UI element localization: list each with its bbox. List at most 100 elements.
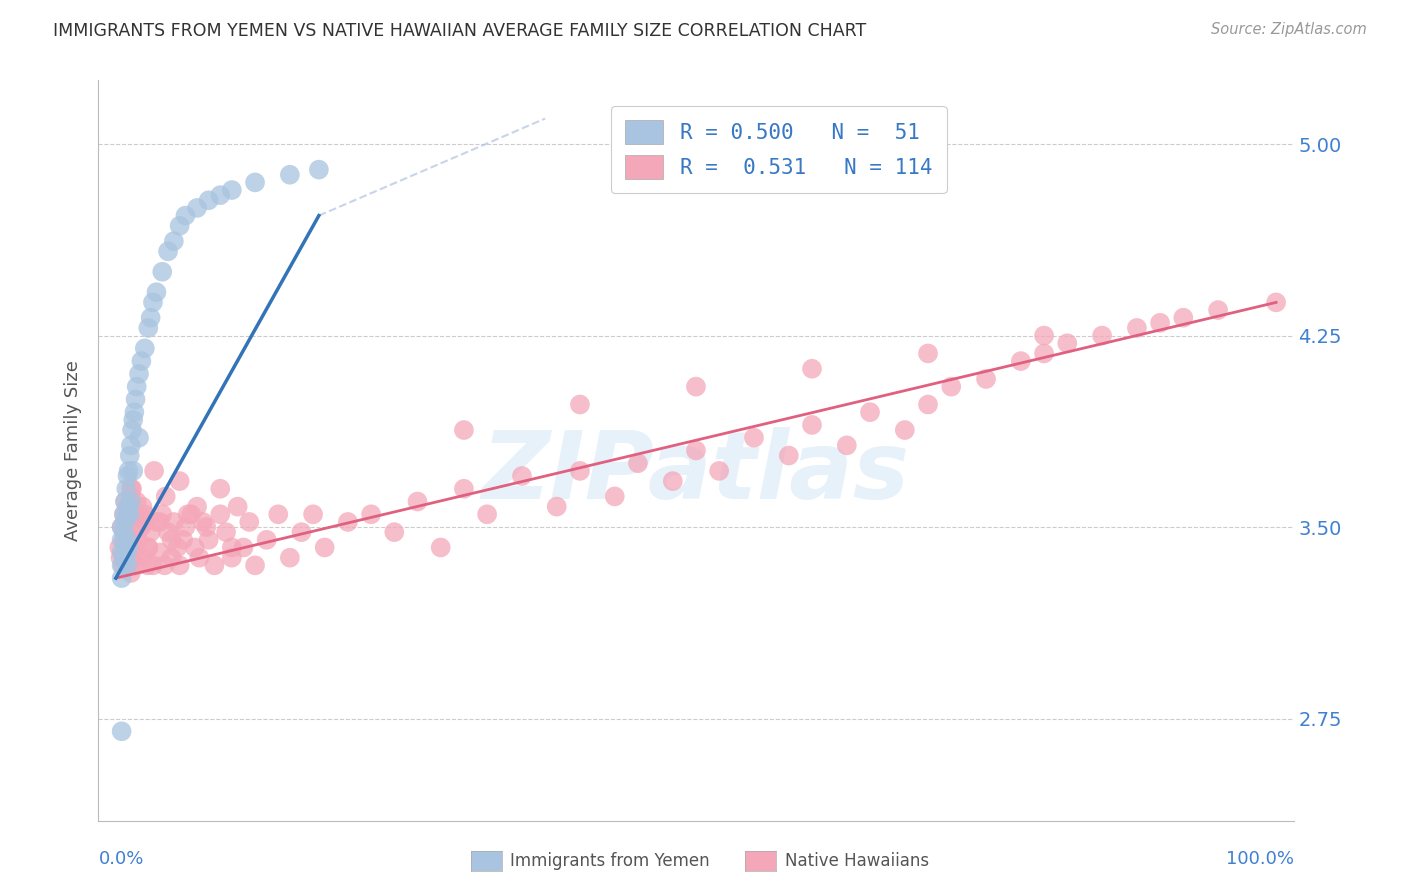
Point: [134, 508, 156, 522]
Point: [177, 508, 200, 522]
Point: [453, 482, 475, 496]
Text: Immigrants from Yemen: Immigrants from Yemen: [510, 852, 710, 870]
Point: [627, 456, 650, 470]
Point: [232, 541, 254, 555]
Point: [114, 515, 136, 529]
Point: [1091, 328, 1114, 343]
Point: [174, 209, 197, 223]
Point: [117, 515, 139, 529]
Y-axis label: Average Family Size: Average Family Size: [65, 360, 83, 541]
Point: [118, 508, 141, 522]
Point: [115, 550, 138, 565]
Text: 0.0%: 0.0%: [98, 850, 143, 868]
Point: [267, 508, 290, 522]
Point: [243, 558, 266, 573]
Point: [1265, 295, 1288, 310]
Point: [917, 397, 939, 411]
Point: [120, 494, 142, 508]
Point: [163, 515, 186, 529]
Point: [1173, 310, 1195, 325]
Point: [209, 508, 232, 522]
Point: [111, 533, 134, 547]
Point: [685, 379, 707, 393]
Point: [110, 550, 132, 565]
Point: [256, 533, 278, 547]
Point: [1206, 303, 1229, 318]
Point: [221, 550, 243, 565]
Point: [117, 500, 139, 514]
Point: [221, 541, 243, 555]
Point: [382, 525, 405, 540]
Point: [124, 508, 146, 522]
Point: [117, 533, 139, 547]
Point: [111, 724, 134, 739]
Point: [111, 558, 134, 573]
Point: [114, 541, 136, 555]
Point: [709, 464, 731, 478]
Text: ZIPatlas: ZIPatlas: [482, 426, 910, 518]
Point: [122, 550, 145, 565]
Point: [128, 431, 150, 445]
Point: [117, 558, 139, 573]
Point: [1033, 328, 1056, 343]
Point: [111, 520, 134, 534]
Point: [142, 558, 165, 573]
Point: [155, 490, 177, 504]
Point: [139, 310, 162, 325]
Point: [1033, 346, 1056, 360]
Point: [188, 550, 211, 565]
Point: [238, 515, 260, 529]
Point: [115, 525, 138, 540]
Point: [120, 490, 142, 504]
Point: [221, 183, 243, 197]
Point: [1056, 336, 1078, 351]
Point: [894, 423, 917, 437]
Point: [120, 566, 142, 580]
Point: [112, 533, 135, 547]
Point: [314, 541, 336, 555]
Point: [1126, 321, 1149, 335]
Text: IMMIGRANTS FROM YEMEN VS NATIVE HAWAIIAN AVERAGE FAMILY SIZE CORRELATION CHART: IMMIGRANTS FROM YEMEN VS NATIVE HAWAIIAN…: [53, 22, 866, 40]
Point: [169, 219, 191, 233]
Point: [153, 558, 176, 573]
Point: [139, 525, 162, 540]
Point: [661, 474, 683, 488]
Point: [801, 417, 824, 432]
Point: [111, 571, 134, 585]
Point: [112, 508, 135, 522]
Point: [145, 515, 167, 529]
Point: [169, 558, 191, 573]
Point: [163, 234, 186, 248]
Point: [111, 558, 134, 573]
Point: [121, 423, 143, 437]
Point: [121, 482, 143, 496]
Point: [180, 508, 202, 522]
Point: [118, 449, 141, 463]
Point: [290, 525, 312, 540]
Point: [360, 508, 382, 522]
Point: [429, 541, 451, 555]
Point: [114, 494, 136, 508]
Point: [112, 525, 135, 540]
Point: [510, 469, 533, 483]
Point: [160, 550, 183, 565]
Point: [835, 438, 858, 452]
Point: [546, 500, 568, 514]
Point: [111, 520, 134, 534]
Point: [1149, 316, 1171, 330]
Point: [160, 533, 183, 547]
Point: [128, 508, 150, 522]
Point: [114, 494, 136, 508]
Point: [150, 265, 173, 279]
Point: [778, 449, 800, 463]
Point: [136, 541, 159, 555]
Point: [453, 423, 475, 437]
Point: [120, 438, 142, 452]
Point: [131, 550, 153, 565]
Point: [117, 469, 139, 483]
Point: [157, 244, 180, 259]
Point: [166, 541, 188, 555]
Point: [134, 515, 156, 529]
Point: [475, 508, 498, 522]
Point: [243, 175, 266, 189]
